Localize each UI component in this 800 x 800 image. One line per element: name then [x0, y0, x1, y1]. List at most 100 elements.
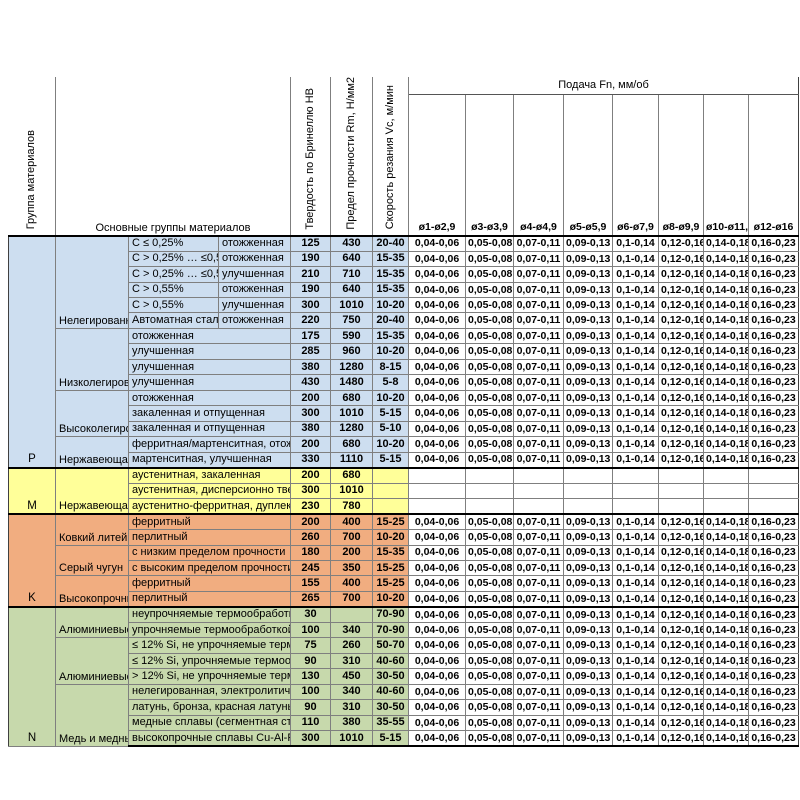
cell-feed: 0,16-0,23: [747, 389, 800, 407]
cell-feed: [658, 498, 704, 515]
cell-feed: 0,04-0,06: [408, 714, 466, 732]
table-row: улучшенная 285 960 10-20 0,04-0,06 0,05-0,08 0…: [9, 343, 800, 360]
cell-feed: 0,16-0,23: [747, 513, 800, 531]
cell-vc: 15-25: [372, 513, 409, 531]
cell-material: нелегированная, электролитическая медь: [128, 683, 291, 701]
table-row: аустенитная, дисперсионно твердеющая3001…: [9, 482, 800, 500]
cell-rm: 350: [330, 559, 373, 577]
cell-feed: 0,04-0,06: [408, 420, 466, 438]
cell-feed: 0,1-0,14: [612, 266, 659, 283]
cell-feed: 0,07-0,11: [513, 668, 564, 685]
cell-rm: 340: [330, 621, 373, 639]
cell-material: аустенитная, закаленная: [128, 466, 291, 484]
cell-hb: 75: [290, 637, 331, 654]
cell-hb: 220: [290, 312, 331, 329]
cell-vc: 40-60: [372, 652, 409, 670]
cell-material: C > 0,25% … ≤0,55%: [128, 266, 219, 283]
cell-feed: 0,04-0,06: [408, 637, 466, 654]
cell-feed: 0,09-0,13: [563, 420, 613, 438]
cell-feed: 0,04-0,06: [408, 405, 466, 422]
cell-vc: 15-35: [372, 266, 409, 283]
cell-feed: 0,07-0,11: [513, 343, 564, 360]
cell-feed: 0,05-0,08: [465, 358, 514, 376]
cell-feed: 0,05-0,08: [465, 420, 514, 438]
cell-feed: 0,1-0,14: [612, 730, 659, 748]
cell-rm: 680: [330, 436, 373, 453]
cell-material: перлитный: [128, 529, 291, 546]
cell-feed: 0,14-0,18: [703, 575, 749, 592]
cell-feed: 0,14-0,18: [703, 436, 749, 453]
cell-feed: 0,1-0,14: [612, 621, 659, 639]
cell-vc: 50-70: [372, 637, 409, 654]
cell-feed: 0,14-0,18: [703, 312, 749, 329]
cell-vc: 10-20: [372, 529, 409, 546]
cell-feed: 0,16-0,23: [747, 652, 800, 670]
cell-feed: 0,1-0,14: [612, 668, 659, 685]
cell-feed: 0,09-0,13: [563, 513, 613, 531]
cell-feed: 0,14-0,18: [703, 621, 749, 639]
cell-hb: 200: [290, 389, 331, 407]
cell-vc: 5-15: [372, 451, 409, 469]
cell-material: улучшенная: [128, 358, 291, 376]
cell-feed: 0,05-0,08: [465, 590, 514, 608]
cell-group-letter: K: [8, 513, 56, 608]
header-cutting-speed-label: Скорость резания Vc, м/мин: [383, 85, 396, 230]
header-diameter: ø8-ø9,9: [658, 94, 704, 237]
cell-vc: 15-35: [372, 250, 409, 268]
cell-feed: 0,16-0,23: [747, 590, 800, 608]
cell-feed: [747, 482, 800, 500]
cell-feed: 0,14-0,18: [703, 250, 749, 268]
cell-material: ≤ 12% Si, упрочняемые термообработкой: [128, 652, 291, 670]
cell-hb: 90: [290, 652, 331, 670]
cell-feed: 0,09-0,13: [563, 621, 613, 639]
cell-feed: 0,07-0,11: [513, 420, 564, 438]
cell-feed: 0,16-0,23: [747, 327, 800, 345]
cell-feed: 0,12-0,16: [658, 312, 704, 329]
cell-feed: 0,05-0,08: [465, 544, 514, 561]
cell-feed: 0,07-0,11: [513, 374, 564, 391]
cell-feed: 0,14-0,18: [703, 389, 749, 407]
cell-hb: 380: [290, 358, 331, 376]
cell-group-name: Высокопрочный чугун: [55, 575, 129, 608]
cell-feed: 0,07-0,11: [513, 730, 564, 748]
cell-vc: 10-20: [372, 296, 409, 314]
cell-feed: [465, 482, 514, 500]
cell-hb: 330: [290, 451, 331, 469]
cell-feed: 0,16-0,23: [747, 605, 800, 623]
cell-rm: 960: [330, 343, 373, 360]
header-main-groups: Основные группы материалов: [55, 77, 291, 237]
cell-feed: 0,05-0,08: [465, 250, 514, 268]
cell-feed: 0,16-0,23: [747, 250, 800, 268]
cell-feed: 0,1-0,14: [612, 250, 659, 268]
cell-feed: 0,09-0,13: [563, 296, 613, 314]
cell-rm: 680: [330, 389, 373, 407]
cell-feed: 0,16-0,23: [747, 714, 800, 732]
cell-material: отожженная: [128, 327, 291, 345]
cell-group-name: Низколегированная сталь: [55, 327, 129, 391]
cell-feed: 0,07-0,11: [513, 436, 564, 453]
cell-condition: улучшенная: [218, 266, 291, 283]
cell-feed: 0,14-0,18: [703, 652, 749, 670]
cell-feed: 0,07-0,11: [513, 699, 564, 716]
cell-feed: 0,16-0,23: [747, 405, 800, 422]
cell-feed: 0,14-0,18: [703, 343, 749, 360]
cell-feed: 0,05-0,08: [465, 374, 514, 391]
table-row: Высокопрочный чугунферритный15540015-250…: [9, 575, 800, 608]
cell-feed: 0,1-0,14: [612, 420, 659, 438]
cell-feed: [747, 498, 800, 515]
cell-vc: 20-40: [372, 312, 409, 329]
cell-material: перлитный: [128, 590, 291, 608]
cell-hb: 265: [290, 590, 331, 608]
cell-feed: 0,12-0,16: [658, 343, 704, 360]
cell-feed: 0,14-0,18: [703, 420, 749, 438]
cell-feed: [612, 482, 659, 500]
cell-feed: 0,14-0,18: [703, 730, 749, 748]
cell-feed: 0,09-0,13: [563, 327, 613, 345]
table-row: Алюминиевые литейные сплавы≤ 12% Si, не …: [9, 637, 800, 685]
cell-feed: 0,09-0,13: [563, 652, 613, 670]
cell-feed: 0,04-0,06: [408, 250, 466, 268]
header-diameter: ø5-ø5,9: [563, 94, 613, 237]
cell-condition: отожженная: [218, 312, 291, 329]
cell-feed: 0,14-0,18: [703, 668, 749, 685]
